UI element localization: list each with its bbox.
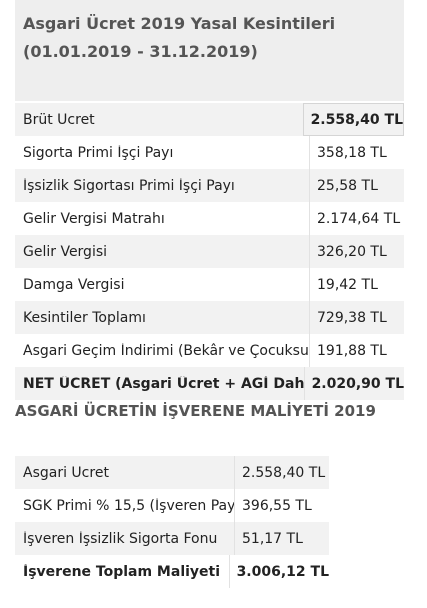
row-label: Damga Vergisi xyxy=(23,276,125,293)
row-value: 191,88 TL xyxy=(309,334,404,367)
row-label: İşverene Toplam Maliyeti xyxy=(23,563,221,580)
employer-cost-table: Asgari Ücret 2.558,40 TL SGK Primi % 15,… xyxy=(15,456,329,588)
row-value: 358,18 TL xyxy=(309,136,404,169)
row-value: 25,58 TL xyxy=(309,169,404,202)
deductions-table: Asgari Ücret 2019 Yasal Kesintileri (01.… xyxy=(15,0,404,400)
table-row-minimum-living-allowance: Asgari Geçim İndirimi (Bekâr ve Çocuksuz… xyxy=(15,334,404,367)
row-value: 51,17 TL xyxy=(234,522,329,555)
employer-cost-heading: ASGARİ ÜCRETİN İŞVERENE MALİYETİ 2019 xyxy=(15,402,376,420)
row-label: Gelir Vergisi Matrahı xyxy=(23,210,165,227)
row-value: 19,42 TL xyxy=(309,268,404,301)
deductions-title: Asgari Ücret 2019 Yasal Kesintileri xyxy=(23,14,336,33)
row-label: İşsizlik Sigortası Primi İşçi Payı xyxy=(23,177,235,194)
row-value: 2.020,90 TL xyxy=(303,367,404,400)
row-label: Brüt Ücret xyxy=(23,111,95,128)
table-row-minimum-wage: Asgari Ücret 2.558,40 TL xyxy=(15,456,329,489)
row-label: Asgari Ücret xyxy=(23,464,109,481)
row-label: Asgari Geçim İndirimi (Bekâr ve Çocuksuz… xyxy=(23,342,309,359)
deductions-table-header: Asgari Ücret 2019 Yasal Kesintileri (01.… xyxy=(15,0,404,101)
row-value: 2.558,40 TL xyxy=(302,103,404,136)
table-row-gross-wage: Brüt Ücret 2.558,40 TL xyxy=(15,103,404,136)
table-row-net-wage: NET ÜCRET (Asgari Ücret + AGİ Dahil) 2.0… xyxy=(15,367,404,400)
deductions-date-range: (01.01.2019 - 31.12.2019) xyxy=(23,42,258,61)
table-row-unemployment-premium: İşsizlik Sigortası Primi İşçi Payı 25,58… xyxy=(15,169,404,202)
table-row-insurance-premium: Sigorta Primi İşçi Payı 358,18 TL xyxy=(15,136,404,169)
row-label: Kesintiler Toplamı xyxy=(23,309,146,326)
row-label: SGK Primi % 15,5 (İşveren Payı) xyxy=(23,497,234,514)
table-row-employer-total-cost: İşverene Toplam Maliyeti 3.006,12 TL xyxy=(15,555,329,588)
table-row-total-deductions: Kesintiler Toplamı 729,38 TL xyxy=(15,301,404,334)
table-row-stamp-tax: Damga Vergisi 19,42 TL xyxy=(15,268,404,301)
row-value: 326,20 TL xyxy=(309,235,404,268)
row-value: 3.006,12 TL xyxy=(228,555,329,588)
row-value: 396,55 TL xyxy=(234,489,329,522)
table-row-unemployment-fund: İşveren İşsizlik Sigorta Fonu 51,17 TL xyxy=(15,522,329,555)
row-label: Gelir Vergisi xyxy=(23,243,108,260)
row-value: 729,38 TL xyxy=(309,301,404,334)
table-row-sgk-premium: SGK Primi % 15,5 (İşveren Payı) 396,55 T… xyxy=(15,489,329,522)
table-row-income-tax: Gelir Vergisi 326,20 TL xyxy=(15,235,404,268)
row-label: Sigorta Primi İşçi Payı xyxy=(23,144,174,161)
row-value: 2.558,40 TL xyxy=(234,456,329,489)
table-row-tax-base: Gelir Vergisi Matrahı 2.174,64 TL xyxy=(15,202,404,235)
row-value: 2.174,64 TL xyxy=(309,202,404,235)
row-label: İşveren İşsizlik Sigorta Fonu xyxy=(23,530,218,547)
row-label: NET ÜCRET (Asgari Ücret + AGİ Dahil) xyxy=(23,375,304,392)
